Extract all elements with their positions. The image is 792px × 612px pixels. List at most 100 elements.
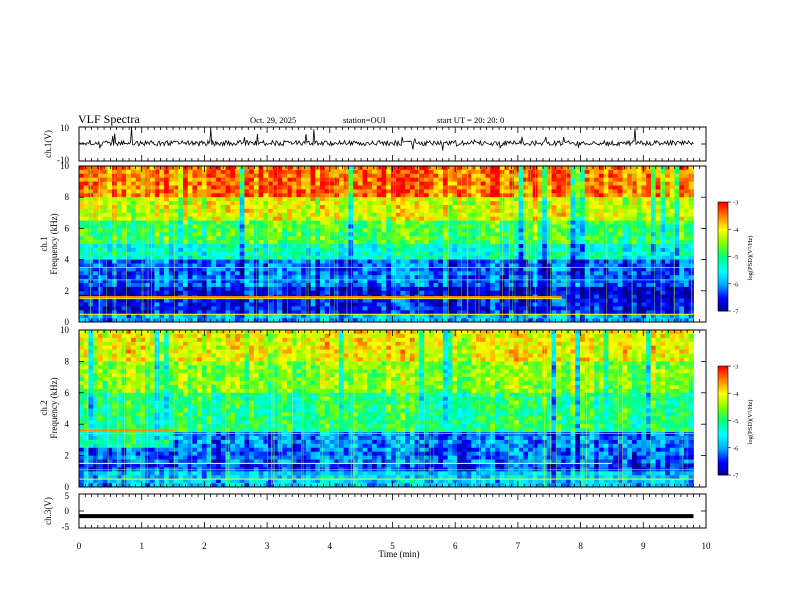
- spectrogram-cell: [272, 244, 278, 249]
- spectrogram-cell: [589, 240, 595, 245]
- spectrogram-cell: [627, 166, 633, 171]
- spectrogram-cell: [362, 228, 368, 233]
- spectrogram-cell: [594, 263, 600, 268]
- spectrogram-cell: [537, 177, 543, 182]
- spectrogram-cell: [154, 166, 160, 171]
- spectrogram-cell: [353, 189, 359, 194]
- spectrogram-cell: [324, 236, 330, 241]
- spectrogram-cell: [282, 283, 288, 288]
- spectrogram-cell: [272, 251, 278, 257]
- spectrogram-cell: [419, 283, 425, 288]
- spectrogram-cell: [447, 271, 453, 276]
- spectrogram-cell: [580, 275, 586, 280]
- spectrogram-cell: [367, 255, 373, 260]
- spectrogram-cell: [206, 240, 212, 245]
- spectrogram-cell: [225, 232, 231, 237]
- spectrogram-cell: [442, 271, 449, 276]
- spectrogram-cell: [608, 290, 614, 296]
- spectrogram-cell: [627, 279, 633, 284]
- spectrogram-cell: [102, 181, 108, 186]
- spectrogram-cell: [263, 228, 269, 233]
- spectrogram-cell: [107, 240, 113, 245]
- spectrogram-cell: [405, 224, 411, 229]
- spectrogram-cell: [329, 290, 335, 296]
- spectrogram-cell: [419, 267, 425, 272]
- spectrogram-cell: [305, 263, 312, 268]
- spectrogram-cell: [320, 193, 326, 198]
- spectrogram-cell: [504, 240, 510, 245]
- spectrogram-cell: [201, 216, 208, 221]
- spectrogram-cell: [580, 267, 586, 272]
- spectrogram-cell: [211, 283, 217, 288]
- spectrogram-cell: [310, 290, 316, 296]
- spectrogram-cell: [286, 169, 293, 175]
- spectrogram-cell: [286, 259, 293, 264]
- spectrogram-cell: [419, 298, 425, 303]
- spectrogram-cell: [102, 193, 108, 198]
- spectrogram-cell: [613, 244, 619, 249]
- spectrogram-cell: [343, 197, 349, 202]
- spectrogram-cell: [537, 275, 543, 280]
- spectrogram-cell: [135, 173, 141, 179]
- spectrogram-cell: [405, 263, 411, 268]
- spectrogram-cell: [632, 306, 638, 311]
- spectrogram-cell: [433, 185, 439, 190]
- spectrogram-cell: [367, 283, 373, 288]
- spectrogram-cell: [296, 189, 302, 194]
- spectrogram-cell: [485, 298, 491, 303]
- spectrogram-cell: [102, 197, 108, 202]
- spectrogram-cell: [211, 185, 217, 190]
- spectrogram-cell: [301, 286, 307, 292]
- spectrogram-cell: [263, 197, 269, 202]
- spectrogram-cell: [428, 177, 434, 182]
- spectrogram-cell: [244, 189, 250, 194]
- spectrogram-cell: [338, 298, 345, 303]
- spectrogram-cell: [121, 290, 127, 296]
- spectrogram-cell: [353, 224, 359, 229]
- spectrogram-cell: [376, 189, 382, 194]
- spectrogram-cell: [367, 208, 373, 214]
- spectrogram-cell: [173, 224, 179, 229]
- spectrogram-cell: [551, 208, 557, 214]
- spectrogram-cell: [286, 228, 293, 233]
- spectrogram-cell: [197, 267, 203, 272]
- spectrogram-cell: [476, 314, 482, 319]
- spectrogram-cell: [149, 251, 156, 257]
- spectrogram-cell: [395, 236, 401, 241]
- spectrogram-cell: [173, 267, 179, 272]
- spectrogram-cell: [116, 177, 122, 182]
- spectrogram-cell: [315, 267, 321, 272]
- spectrogram-cell: [239, 189, 245, 194]
- spectrogram-cell: [277, 247, 283, 253]
- spectrogram-cell: [107, 220, 113, 225]
- spectrogram-cell: [234, 228, 241, 233]
- spectrogram-cell: [376, 251, 382, 257]
- spectrogram-cell: [386, 228, 392, 233]
- spectrogram-cell: [476, 212, 482, 218]
- spectrogram-cell: [551, 189, 557, 194]
- spectrogram-cell: [239, 263, 245, 268]
- spectrogram-cell: [372, 232, 378, 237]
- spectrogram-cell: [627, 298, 633, 303]
- spectrogram-cell: [565, 271, 571, 276]
- spectrogram-cell: [471, 208, 477, 214]
- spectrogram-cell: [130, 181, 137, 186]
- spectrogram-cell: [480, 318, 486, 323]
- spectrogram-cell: [575, 318, 581, 323]
- spectrogram-cell: [343, 314, 349, 319]
- spectrogram-cell: [419, 232, 425, 237]
- spectrogram-cell: [225, 181, 231, 186]
- spectrogram-cell: [627, 216, 633, 221]
- spectrogram-cell: [367, 286, 373, 292]
- spectrogram-cell: [546, 173, 553, 179]
- spectrogram-cell: [381, 224, 387, 229]
- spectrogram-cell: [211, 255, 217, 260]
- spectrogram-cell: [130, 255, 137, 260]
- spectrogram-cell: [367, 279, 373, 284]
- spectrogram-cell: [551, 286, 557, 292]
- spectrogram-cell: [428, 181, 434, 186]
- spectrogram-cell: [409, 181, 415, 186]
- spectrogram-cell: [315, 189, 321, 194]
- spectrogram-cell: [230, 279, 236, 284]
- spectrogram-cell: [216, 236, 222, 241]
